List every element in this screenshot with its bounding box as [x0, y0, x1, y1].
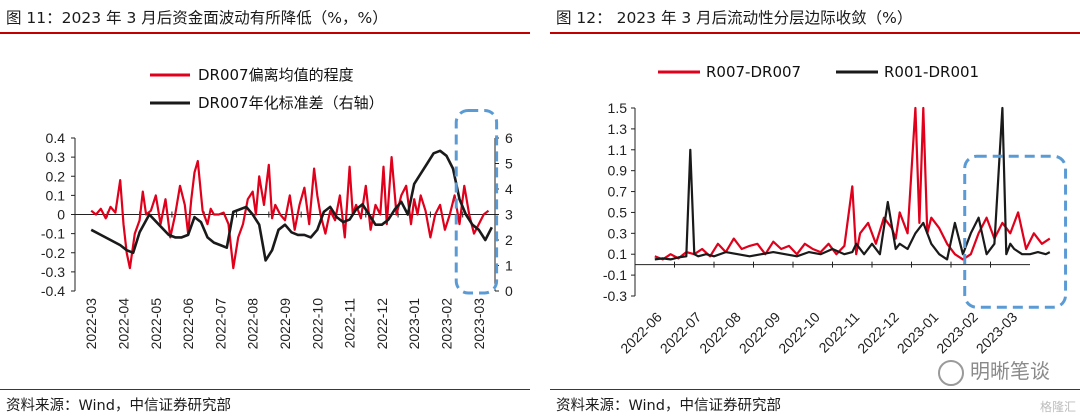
- corner-logo: 格隆汇: [1039, 400, 1076, 414]
- y-tick-label: 1.5: [608, 100, 628, 116]
- x-tick-label: 2022-09: [736, 309, 784, 357]
- legend-label: DR007偏离均值的程度: [198, 66, 354, 84]
- x-tick-label: 2022-08: [696, 309, 744, 357]
- bottom-divider: [0, 389, 530, 390]
- figure-11-title: 图 11：2023 年 3 月后资金面波动有所降低（%，%）: [6, 9, 388, 27]
- x-tick-label: 2022-05: [148, 298, 164, 350]
- y-tick-label: -0.3: [41, 264, 65, 280]
- x-tick-label: 2022-07: [212, 298, 228, 350]
- figure-12-chart: R007-DR007 R001-DR001 -0.3 -0.1 0.1 0.3 0.5 0.7…: [603, 63, 1068, 357]
- y-tick-label: -0.1: [603, 267, 627, 283]
- figure-12-panel: 图 12： 2023 年 3 月后流动性分层边际收敛（%） R007-DR007…: [550, 0, 1080, 419]
- x-tick-label: 2022-08: [245, 298, 261, 350]
- series-line: [654, 106, 1051, 261]
- y-tick-label: 0.7: [608, 184, 628, 200]
- legend-label: R001-DR001: [884, 63, 979, 81]
- x-tick-label: 2023-02: [933, 309, 981, 357]
- x-tick-label: 2022-10: [309, 298, 325, 350]
- x-tick-label: 2023-01: [406, 298, 422, 350]
- x-tick-label: 2022-06: [617, 309, 665, 357]
- title-divider: [550, 32, 1080, 34]
- x-tick-label: 2022-03: [83, 298, 99, 350]
- y-tick-label: 0.4: [46, 130, 66, 146]
- y-tick-label: 0: [57, 207, 65, 223]
- y-tick-label: -0.4: [41, 283, 65, 299]
- y-tick-label: 0.5: [608, 204, 628, 220]
- x-tick-label: 2022-10: [775, 309, 823, 357]
- y2-tick-label: 3: [505, 207, 513, 223]
- figure-12-source: 资料来源：Wind，中信证券研究部: [556, 398, 781, 414]
- y2-tick-label: 4: [505, 181, 513, 197]
- x-tick-label: 2022-06: [180, 298, 196, 350]
- y-tick-label: -0.3: [603, 288, 627, 304]
- watermark-text: 明晰笔谈: [970, 359, 1050, 383]
- y-tick-label: 1.1: [608, 142, 628, 158]
- bottom-divider: [550, 389, 1080, 390]
- legend-label: R007-DR007: [706, 63, 801, 81]
- y-tick-label: 0.9: [608, 163, 628, 179]
- x-tick-label: 2022-11: [342, 298, 358, 349]
- y2-tick-label: 0: [505, 283, 513, 299]
- x-tick-label: 2022-12: [374, 298, 390, 350]
- highlight-box: [454, 108, 499, 295]
- watermark: 明晰笔谈: [938, 355, 1050, 386]
- highlight-box: [963, 154, 1068, 309]
- y-tick-label: 0.1: [608, 246, 628, 262]
- y-tick-label: 0.3: [46, 149, 66, 165]
- y-tick-label: -0.2: [41, 245, 65, 261]
- figure-11-chart: DR007偏离均值的程度 DR007年化标准差（右轴） -0.4 -0.3 -0.2 -0…: [41, 66, 513, 350]
- figure-11-source: 资料来源：Wind，中信证券研究部: [6, 398, 231, 414]
- legend-label: DR007年化标准差（右轴）: [198, 94, 384, 112]
- x-tick-label: 2023-02: [439, 298, 455, 350]
- x-tick-label: 2022-04: [115, 298, 131, 350]
- x-tick-label: 2022-09: [277, 298, 293, 350]
- y2-tick-label: 6: [505, 130, 513, 146]
- wechat-icon: [938, 359, 964, 386]
- y-tick-label: -0.1: [41, 226, 65, 242]
- y2-tick-label: 5: [505, 156, 513, 172]
- y-tick-label: 1.3: [608, 121, 628, 137]
- figure-12-title: 图 12： 2023 年 3 月后流动性分层边际收敛（%）: [556, 9, 913, 27]
- figure-11-panel: 图 11：2023 年 3 月后资金面波动有所降低（%，%） DR007偏离均值…: [0, 0, 530, 419]
- x-tick-label: 2023-01: [894, 309, 942, 357]
- series-line: [654, 106, 1051, 261]
- x-tick-label: 2023-03: [973, 309, 1021, 357]
- x-tick-label: 2022-11: [815, 309, 862, 356]
- y-tick-label: 0.3: [608, 225, 628, 241]
- y2-tick-label: 1: [505, 258, 513, 274]
- y2-tick-label: 2: [505, 232, 513, 248]
- x-tick-label: 2023-03: [471, 298, 487, 350]
- y-tick-label: 0.1: [46, 187, 66, 203]
- title-divider: [0, 32, 530, 34]
- series-line: [90, 149, 493, 262]
- series-line: [90, 156, 490, 270]
- x-tick-label: 2022-07: [657, 309, 705, 357]
- y-tick-label: 0.2: [46, 168, 66, 184]
- x-tick-label: 2022-12: [854, 309, 902, 357]
